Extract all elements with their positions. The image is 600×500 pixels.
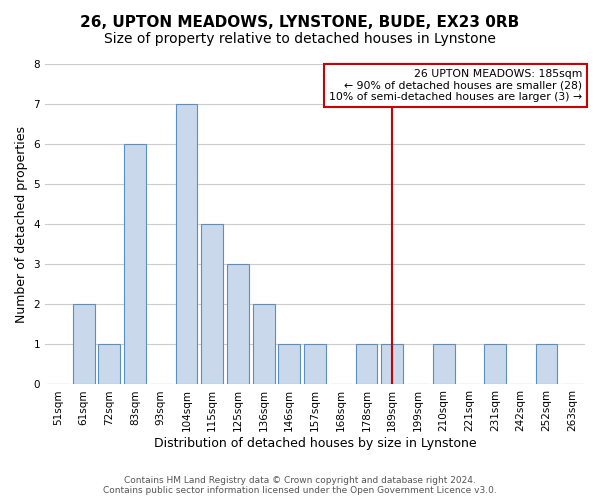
Bar bbox=[201, 224, 223, 384]
Bar bbox=[304, 344, 326, 385]
Bar bbox=[98, 344, 120, 385]
Bar bbox=[381, 344, 403, 385]
Bar bbox=[124, 144, 146, 384]
Text: 26, UPTON MEADOWS, LYNSTONE, BUDE, EX23 0RB: 26, UPTON MEADOWS, LYNSTONE, BUDE, EX23 … bbox=[80, 15, 520, 30]
Bar bbox=[176, 104, 197, 384]
Y-axis label: Number of detached properties: Number of detached properties bbox=[15, 126, 28, 322]
Bar bbox=[227, 264, 249, 384]
X-axis label: Distribution of detached houses by size in Lynstone: Distribution of detached houses by size … bbox=[154, 437, 476, 450]
Bar bbox=[433, 344, 455, 385]
Text: Size of property relative to detached houses in Lynstone: Size of property relative to detached ho… bbox=[104, 32, 496, 46]
Bar bbox=[278, 344, 300, 385]
Bar bbox=[253, 304, 275, 384]
Bar bbox=[73, 304, 95, 384]
Bar bbox=[536, 344, 557, 385]
Bar bbox=[356, 344, 377, 385]
Text: 26 UPTON MEADOWS: 185sqm
← 90% of detached houses are smaller (28)
10% of semi-d: 26 UPTON MEADOWS: 185sqm ← 90% of detach… bbox=[329, 69, 583, 102]
Text: Contains HM Land Registry data © Crown copyright and database right 2024.
Contai: Contains HM Land Registry data © Crown c… bbox=[103, 476, 497, 495]
Bar bbox=[484, 344, 506, 385]
